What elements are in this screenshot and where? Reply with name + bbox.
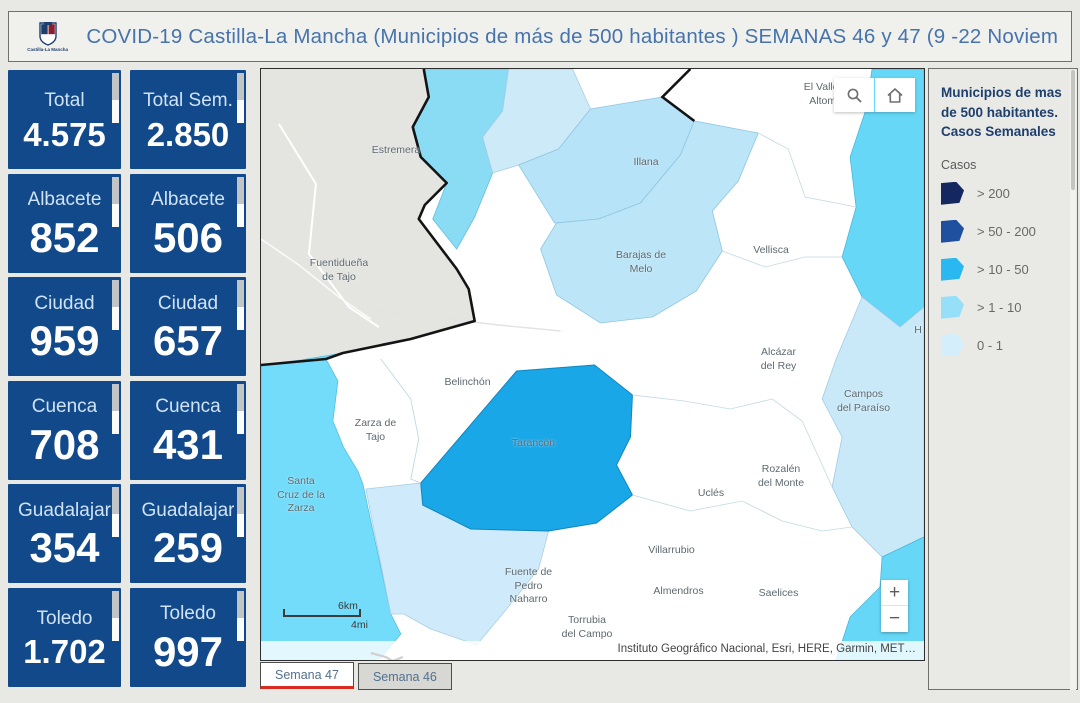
map-attribution: Instituto Geográfico Nacional, Esri, HER… bbox=[261, 641, 924, 660]
legend-item: > 10 - 50 bbox=[941, 257, 1071, 281]
card-label: Albacete bbox=[27, 189, 102, 211]
legend-label: 0 - 1 bbox=[977, 337, 1004, 353]
legend-swatch-10-50 bbox=[941, 257, 964, 281]
tab-semana-46[interactable]: Semana 46 bbox=[357, 663, 452, 690]
legend-swatch-gt-200 bbox=[941, 181, 964, 205]
tab-semana-47[interactable]: Semana 47 bbox=[260, 662, 354, 689]
card-value: 959 bbox=[29, 317, 100, 365]
logo-caption: Castilla-La Mancha bbox=[27, 46, 69, 52]
card-scrollbar[interactable] bbox=[112, 383, 119, 434]
card-value: 657 bbox=[152, 317, 224, 365]
home-button[interactable] bbox=[875, 78, 915, 112]
card-value: 997 bbox=[152, 627, 224, 675]
card-scrollbar[interactable] bbox=[237, 590, 244, 641]
card-guadalajara-semanal[interactable]: Guadalajar 259 bbox=[130, 484, 246, 583]
card-label: Guadalajar bbox=[141, 499, 235, 521]
card-value: 2.850 bbox=[146, 115, 230, 153]
search-button[interactable] bbox=[834, 78, 874, 112]
legend-item: > 200 bbox=[941, 181, 1071, 205]
card-cuenca-total[interactable]: Cuenca 708 bbox=[8, 380, 121, 480]
legend-item: 0 - 1 bbox=[941, 333, 1071, 357]
legend-label: > 1 - 10 bbox=[977, 299, 1022, 315]
card-label: Toledo bbox=[36, 607, 93, 629]
card-toledo-total[interactable]: Toledo 1.702 bbox=[8, 587, 121, 687]
card-scrollbar[interactable] bbox=[112, 590, 119, 641]
card-scrollbar[interactable] bbox=[112, 73, 119, 123]
card-label: Cuenca bbox=[31, 396, 98, 418]
card-cuenca-semanal[interactable]: Cuenca 431 bbox=[130, 380, 246, 480]
card-value: 708 bbox=[29, 420, 100, 468]
card-value: 259 bbox=[152, 524, 224, 572]
card-value: 1.702 bbox=[23, 633, 106, 671]
legend-label: > 10 - 50 bbox=[977, 261, 1029, 277]
legend-subtitle: Casos bbox=[941, 157, 977, 172]
map-muni-huete bbox=[841, 69, 924, 328]
card-scrollbar[interactable] bbox=[237, 176, 244, 227]
scale-km-label: 6km bbox=[338, 600, 358, 612]
legend-scrollbar[interactable] bbox=[1070, 70, 1076, 690]
map-scale-bar: 6km 4mi bbox=[283, 600, 378, 632]
card-total[interactable]: Total 4.575 bbox=[8, 70, 121, 169]
card-label: Toledo bbox=[160, 603, 216, 625]
card-total-semanal[interactable]: Total Sem. 2.850 bbox=[130, 70, 246, 169]
card-scrollbar[interactable] bbox=[237, 383, 244, 434]
castilla-la-mancha-logo: Castilla-La Mancha bbox=[23, 21, 72, 52]
card-albacete-total[interactable]: Albacete 852 bbox=[8, 173, 121, 273]
card-albacete-semanal[interactable]: Albacete 506 bbox=[130, 173, 246, 273]
map-muni-campos bbox=[821, 296, 924, 558]
choropleth-map[interactable] bbox=[261, 69, 924, 660]
zoom-out-button[interactable]: − bbox=[888, 608, 901, 629]
card-label: Total bbox=[44, 90, 85, 112]
search-icon bbox=[847, 88, 862, 103]
week-tabs: Semana 47 Semana 46 bbox=[260, 662, 452, 690]
card-value: 4.575 bbox=[23, 115, 106, 153]
legend-panel: Municipios de mas de 500 habitantes. Cas… bbox=[928, 68, 1078, 690]
legend-items: > 200 > 50 - 200 > 10 - 50 > 1 - 10 0 - … bbox=[941, 181, 1071, 357]
card-label: Albacete bbox=[151, 189, 225, 211]
home-icon bbox=[887, 87, 903, 103]
scale-bar-line bbox=[283, 609, 361, 617]
map-region-outside bbox=[261, 69, 475, 365]
card-scrollbar[interactable] bbox=[112, 280, 119, 330]
coat-of-arms-icon bbox=[38, 21, 57, 46]
card-guadalajara-total[interactable]: Guadalajar 354 bbox=[8, 484, 121, 583]
legend-item: > 1 - 10 bbox=[941, 295, 1071, 319]
card-label: Ciudad bbox=[157, 292, 219, 314]
legend-label: > 50 - 200 bbox=[977, 223, 1036, 239]
legend-swatch-0-1 bbox=[941, 333, 964, 357]
card-value: 506 bbox=[152, 213, 224, 261]
header: Castilla-La Mancha COVID-19 Castilla-La … bbox=[8, 11, 1072, 62]
card-label: Ciudad bbox=[34, 292, 95, 314]
card-value: 354 bbox=[29, 524, 100, 572]
page-title: COVID-19 Castilla-La Mancha (Municipios … bbox=[86, 24, 1057, 48]
card-value: 852 bbox=[29, 213, 100, 261]
card-value: 431 bbox=[152, 420, 224, 468]
card-ciudad-semanal[interactable]: Ciudad 657 bbox=[130, 277, 246, 376]
legend-swatch-50-200 bbox=[941, 219, 964, 243]
card-scrollbar[interactable] bbox=[237, 487, 244, 537]
card-scrollbar[interactable] bbox=[237, 280, 244, 330]
legend-swatch-1-10 bbox=[941, 295, 964, 319]
card-label: Total Sem. bbox=[143, 90, 233, 112]
card-scrollbar[interactable] bbox=[112, 176, 119, 227]
map-panel[interactable]: Estremera El Valle de Altomira Illana Fu… bbox=[260, 68, 925, 661]
map-muni-barajas bbox=[540, 120, 759, 324]
stat-cards-grid: Total 4.575 Total Sem. 2.850 Albacete 85… bbox=[8, 70, 246, 687]
legend-item: > 50 - 200 bbox=[941, 219, 1071, 243]
card-scrollbar[interactable] bbox=[112, 487, 119, 537]
card-toledo-semanal[interactable]: Toledo 997 bbox=[130, 587, 246, 687]
legend-title: Municipios de mas de 500 habitantes. Cas… bbox=[941, 85, 1062, 140]
card-scrollbar[interactable] bbox=[237, 73, 244, 123]
scale-mi-label: 4mi bbox=[351, 619, 368, 631]
zoom-in-button[interactable]: + bbox=[881, 580, 908, 606]
map-region-border bbox=[261, 69, 476, 367]
map-muni-tarancon bbox=[420, 364, 634, 532]
card-ciudad-total[interactable]: Ciudad 959 bbox=[8, 277, 121, 376]
map-toolbar bbox=[834, 78, 915, 112]
card-label: Cuenca bbox=[155, 396, 221, 418]
legend-label: > 200 bbox=[977, 185, 1010, 201]
card-label: Guadalajar bbox=[18, 499, 111, 521]
map-zoom-control: + − bbox=[881, 580, 908, 632]
